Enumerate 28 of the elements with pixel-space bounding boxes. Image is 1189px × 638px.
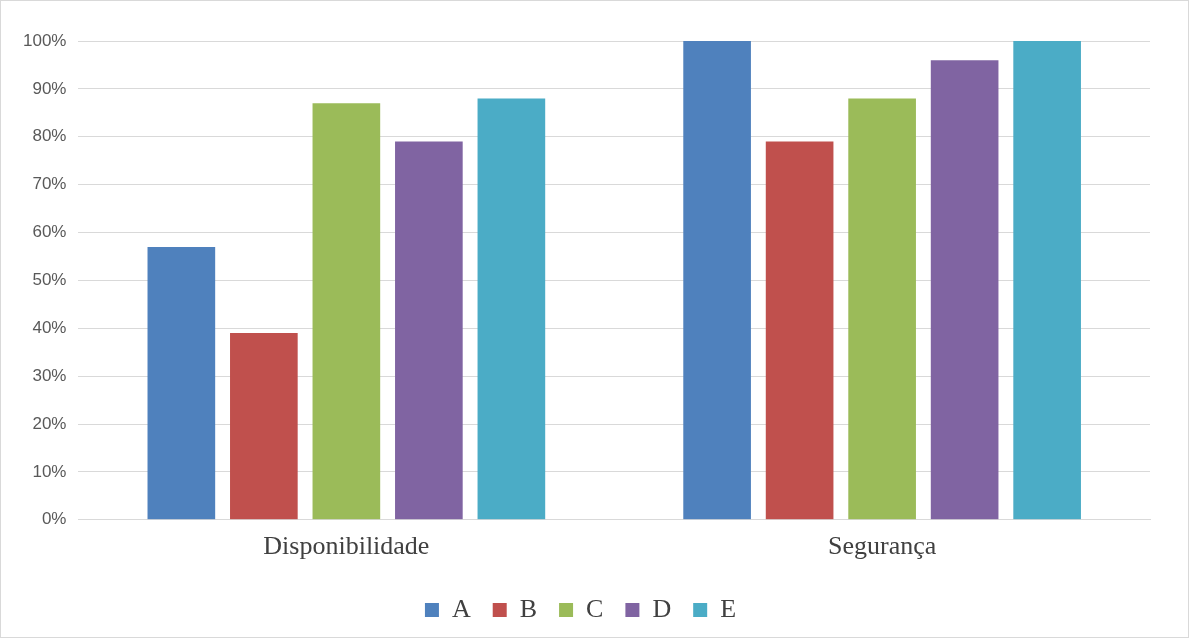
legend-label: A [451, 593, 471, 623]
legend-label: D [652, 593, 672, 623]
legend-label: B [519, 593, 538, 623]
legend-label: C [586, 593, 604, 623]
legend-label: E [720, 593, 737, 623]
bar [147, 246, 216, 520]
y-tick-label: 70% [32, 174, 67, 194]
bar [930, 60, 999, 520]
bar [1013, 41, 1081, 520]
y-tick-label: 0% [41, 509, 67, 529]
bar [230, 333, 298, 520]
bar [312, 103, 381, 520]
y-tick-label: 100% [23, 30, 67, 50]
y-tick-label: 40% [32, 317, 67, 337]
y-tick-label: 50% [32, 270, 67, 290]
y-tick-label: 20% [32, 413, 67, 433]
y-tick-label: 30% [32, 365, 67, 385]
bar [765, 141, 834, 520]
bar [395, 141, 463, 520]
x-tick-label: Segurança [827, 531, 937, 561]
y-tick-label: 10% [32, 461, 67, 481]
bar [848, 98, 916, 520]
bar [683, 41, 751, 520]
y-tick-label: 60% [32, 222, 67, 242]
x-tick-label: Disponibilidade [263, 531, 430, 561]
y-tick-label: 80% [32, 126, 67, 146]
y-tick-label: 90% [32, 78, 67, 98]
bar [477, 98, 546, 520]
